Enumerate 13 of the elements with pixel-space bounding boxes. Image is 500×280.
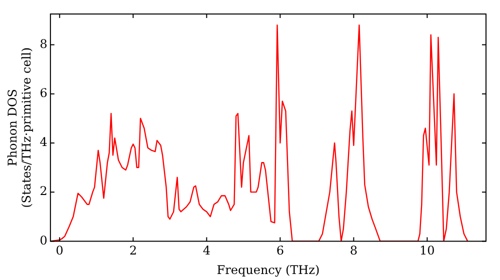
x-tick-label: 2 [129, 244, 137, 258]
y-tick-label: 6 [40, 86, 48, 100]
y-tick-label: 4 [40, 135, 48, 150]
x-tick-label: 4 [202, 244, 211, 258]
x-tick-label: 8 [350, 244, 358, 258]
x-tick-label: 0 [56, 244, 64, 258]
y-tick-label: 8 [40, 36, 48, 51]
x-axis-title: Frequency (THz) [216, 262, 320, 277]
x-tick-label: 6 [276, 244, 284, 258]
y-tick-label: 0 [40, 233, 48, 248]
x-tick-label: 10 [420, 244, 435, 258]
y-axis-title: Phonon DOS (States/THz·primitive cell) [5, 47, 34, 208]
y-tick-label: 2 [40, 184, 48, 198]
